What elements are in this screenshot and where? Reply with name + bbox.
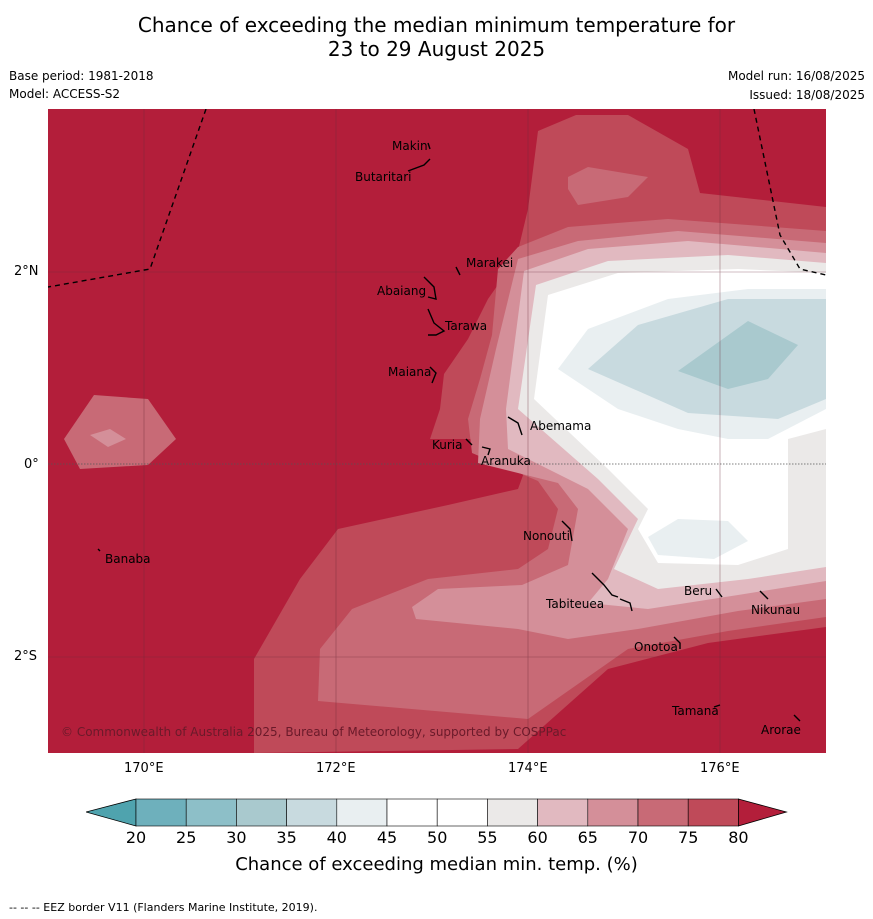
model-name: Model: ACCESS-S2 — [9, 87, 121, 101]
colorbar-cell — [637, 798, 689, 827]
lat-tick-2n: 2°N — [14, 264, 39, 279]
label-banaba: Banaba — [105, 552, 151, 566]
copyright-notice: © Commonwealth of Australia 2025, Bureau… — [61, 725, 566, 739]
label-abemama: Abemama — [530, 419, 591, 433]
lat-tick-2s: 2°S — [14, 649, 38, 664]
label-tamana: Tamana — [671, 704, 719, 718]
island-outlines — [97, 142, 801, 722]
label-nonouti: Nonouti — [523, 529, 570, 543]
colorbar-cell — [386, 798, 438, 827]
colorbar-cell — [687, 798, 739, 827]
colorbar-cell — [135, 798, 187, 827]
colorbar-label: 45 — [376, 828, 398, 847]
base-period: Base period: 1981-2018 — [9, 69, 154, 83]
colorbar-cell — [436, 798, 488, 827]
colorbar-cell — [286, 798, 338, 827]
eez-footer-note: -- -- -- EEZ border V11 (Flanders Marine… — [9, 901, 318, 914]
label-beru: Beru — [684, 584, 712, 598]
colorbar-label: 65 — [577, 828, 598, 847]
colorbar-label: 25 — [176, 828, 197, 847]
colorbar-label: 80 — [728, 828, 749, 847]
label-kuria: Kuria — [432, 438, 463, 452]
contour-70-west — [64, 395, 176, 469]
colorbar-cell — [185, 798, 237, 827]
colorbar-cell — [537, 798, 589, 827]
label-maiana: Maiana — [388, 365, 431, 379]
eez-border — [48, 109, 826, 288]
graticule — [48, 109, 826, 753]
colorbar-label: 30 — [226, 828, 247, 847]
label-makin: Makin — [392, 139, 428, 153]
label-butaritari: Butaritari — [355, 170, 412, 184]
colorbar-title: Chance of exceeding median min. temp. (%… — [235, 854, 638, 875]
colorbar-cell — [487, 798, 538, 827]
contour-40-south — [648, 519, 748, 559]
lon-tick-172: 172°E — [316, 761, 356, 776]
lat-tick-0: 0° — [24, 457, 39, 472]
label-nikunau: Nikunau — [751, 603, 800, 617]
colorbar-label: 75 — [678, 828, 699, 847]
label-tabiteuea: Tabiteuea — [545, 597, 604, 611]
colorbar-extend-low — [86, 798, 137, 827]
lon-tick-174: 174°E — [508, 761, 548, 776]
label-abaiang: Abaiang — [377, 284, 426, 298]
colorbar-cell — [236, 798, 287, 827]
island-labels: Makin Butaritari Marakei Abaiang Tarawa … — [105, 139, 801, 737]
colorbar-cells — [86, 798, 788, 827]
model-run: Model run: 16/08/2025 — [727, 69, 865, 83]
label-aranuka: Aranuka — [481, 454, 531, 468]
lon-tick-176: 176°E — [700, 761, 740, 776]
lon-tick-170: 170°E — [124, 761, 164, 776]
label-tarawa: Tarawa — [444, 319, 487, 333]
colorbar-label: 60 — [527, 828, 548, 847]
issued-date: Issued: 18/08/2025 — [749, 88, 865, 102]
colorbar-extend-high — [738, 798, 788, 827]
colorbar-label: 50 — [427, 828, 448, 847]
contour-30 — [678, 321, 798, 389]
colorbar-label: 20 — [125, 828, 147, 847]
label-onotoa: Onotoa — [634, 640, 678, 654]
label-marakei: Marakei — [466, 256, 513, 270]
title-line-1: Chance of exceeding the median minimum t… — [137, 13, 736, 37]
colorbar-label: 55 — [477, 828, 498, 847]
label-arorae: Arorae — [761, 723, 801, 737]
contour-70-north — [568, 167, 648, 205]
colorbar-label: 70 — [627, 828, 649, 847]
colorbar-cell — [587, 798, 639, 827]
title-line-2: 23 to 29 August 2025 — [327, 37, 546, 61]
map-panel: Makin Butaritari Marakei Abaiang Tarawa … — [48, 109, 826, 753]
colorbar-cell — [336, 798, 388, 827]
colorbar — [86, 798, 788, 827]
colorbar-label: 35 — [276, 828, 297, 847]
colorbar-label: 40 — [326, 828, 347, 847]
contour-65-west — [90, 429, 126, 447]
